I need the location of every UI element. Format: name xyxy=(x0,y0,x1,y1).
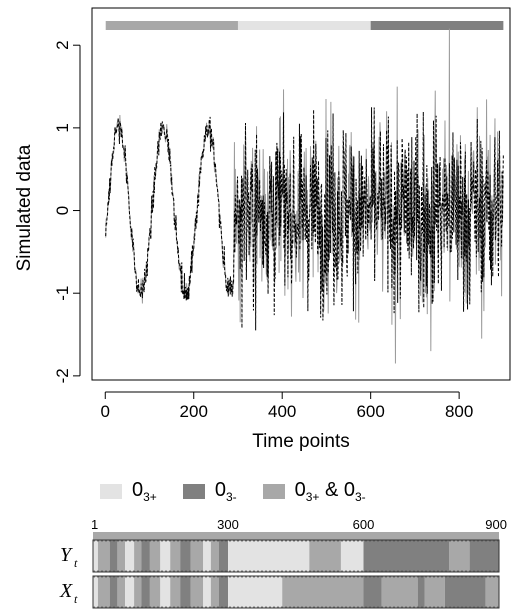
band-segment xyxy=(180,540,191,572)
band-row-label-subscript: t xyxy=(74,556,78,570)
legend-swatch xyxy=(182,483,205,499)
band-segment xyxy=(117,540,126,572)
band-segment xyxy=(228,576,283,608)
band-segment xyxy=(449,540,470,572)
band-segment xyxy=(125,540,135,572)
band-segment xyxy=(134,576,142,608)
x-axis-title: Time points xyxy=(252,431,350,452)
band-row-label: X xyxy=(59,580,73,602)
y-tick-label: 2 xyxy=(53,40,72,49)
band-segment xyxy=(97,576,110,608)
y-tick-label: 0 xyxy=(53,206,72,215)
band-segment xyxy=(219,576,229,608)
band-segment xyxy=(424,576,445,608)
x-tick-label: 0 xyxy=(101,402,110,421)
band-segment xyxy=(160,540,171,572)
band-tick-label: 900 xyxy=(485,517,507,532)
band-segment xyxy=(417,576,425,608)
band-segment xyxy=(93,576,98,608)
y-axis-title: Simulated data xyxy=(14,144,35,271)
band-tick-label: 1 xyxy=(91,517,98,532)
band-segment xyxy=(381,576,418,608)
band-segment xyxy=(309,540,341,572)
band-segment xyxy=(363,540,450,572)
legend-item: 03+ & 03- xyxy=(262,478,366,504)
regime-bands: 1 300 600 900 Y tX t xyxy=(59,517,507,609)
legend-label: 03+ xyxy=(132,478,157,504)
band-segment xyxy=(141,576,150,608)
y-tick-label: -1 xyxy=(53,286,72,301)
regime-bar-segment xyxy=(105,21,238,30)
regime-bar-segment xyxy=(237,21,371,30)
band-segment xyxy=(149,576,161,608)
band-segment xyxy=(219,540,229,572)
band-segment xyxy=(210,540,219,572)
band-row-frame xyxy=(92,539,500,573)
band-row-frame xyxy=(92,575,500,609)
legend-label: 03- xyxy=(214,478,237,504)
band-segment xyxy=(109,576,118,608)
legend-item: 03- xyxy=(182,478,237,504)
band-segment xyxy=(363,576,382,608)
band-segment xyxy=(93,540,98,572)
band-segment xyxy=(134,540,142,572)
band-row-label-subscript: t xyxy=(74,592,78,606)
band-segment xyxy=(190,576,204,608)
band-segment xyxy=(97,540,110,572)
x-tick-label: 200 xyxy=(180,402,208,421)
band-segment xyxy=(210,576,219,608)
legend-label: 03+ & 03- xyxy=(294,478,366,504)
band-segment xyxy=(282,576,364,608)
band-tick-label: 300 xyxy=(217,517,239,532)
x-tick-label: 800 xyxy=(445,402,473,421)
band-segment xyxy=(149,540,161,572)
band-segment xyxy=(485,576,499,608)
y-tick-label: -2 xyxy=(53,368,72,383)
series-line-fitted xyxy=(105,107,504,331)
band-segment xyxy=(160,576,171,608)
band-segment xyxy=(141,540,150,572)
band-segment xyxy=(180,576,191,608)
band-row-label: Y xyxy=(60,544,73,566)
band-segment xyxy=(170,540,181,572)
legend-swatch xyxy=(100,483,122,499)
band-segment xyxy=(125,576,135,608)
legend-swatch xyxy=(262,483,285,499)
legend: 03+ 03- 03+ & 03- xyxy=(100,478,392,504)
band-segment xyxy=(228,540,310,572)
legend-item: 03+ xyxy=(100,479,157,504)
band-tick-label: 600 xyxy=(353,517,375,532)
x-tick-label: 400 xyxy=(268,402,296,421)
band-segment xyxy=(109,540,118,572)
y-tick-label: 1 xyxy=(53,123,72,132)
regime-bar-segment xyxy=(370,21,504,30)
band-segment xyxy=(444,576,486,608)
time-series-chart: 0 200 400 600 800 -2 -1 0 1 2 Time points Simulat… xyxy=(14,7,511,452)
band-segment xyxy=(203,540,211,572)
band-segment xyxy=(340,540,364,572)
x-tick-label: 600 xyxy=(356,402,384,421)
band-segment xyxy=(469,540,499,572)
band-header xyxy=(93,532,499,540)
plot-frame xyxy=(91,7,511,381)
band-segment xyxy=(190,540,204,572)
band-segment xyxy=(170,576,181,608)
band-segment xyxy=(117,576,126,608)
band-segment xyxy=(203,576,211,608)
